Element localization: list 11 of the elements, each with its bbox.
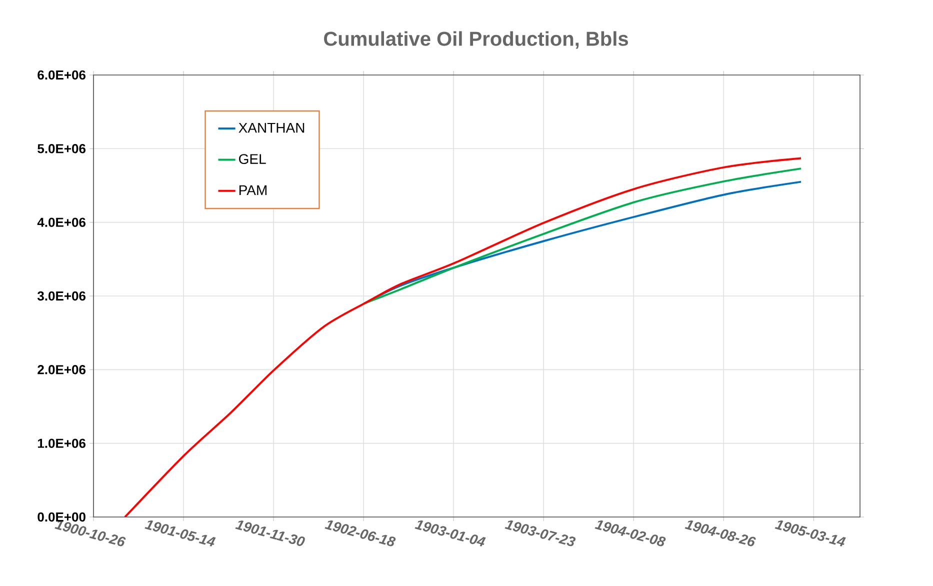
legend-label: XANTHAN	[238, 122, 304, 133]
y-tick-label: 1.0E+06	[38, 438, 86, 448]
y-tick-label: 5.0E+06	[38, 144, 86, 154]
y-tick-label: 4.0E+06	[37, 218, 86, 227]
legend-label: PAM	[239, 185, 266, 195]
y-tick-label: 3.0E+06	[37, 291, 86, 301]
y-tick-label: 2.0E+06	[38, 365, 86, 374]
legend-label: GEL	[239, 154, 266, 164]
y-tick-label: 0.0E+00	[38, 512, 86, 522]
chart-title: Cumulative Oil Production, Bbls	[324, 31, 628, 49]
y-tick-label: 6.0E+06	[38, 70, 86, 80]
